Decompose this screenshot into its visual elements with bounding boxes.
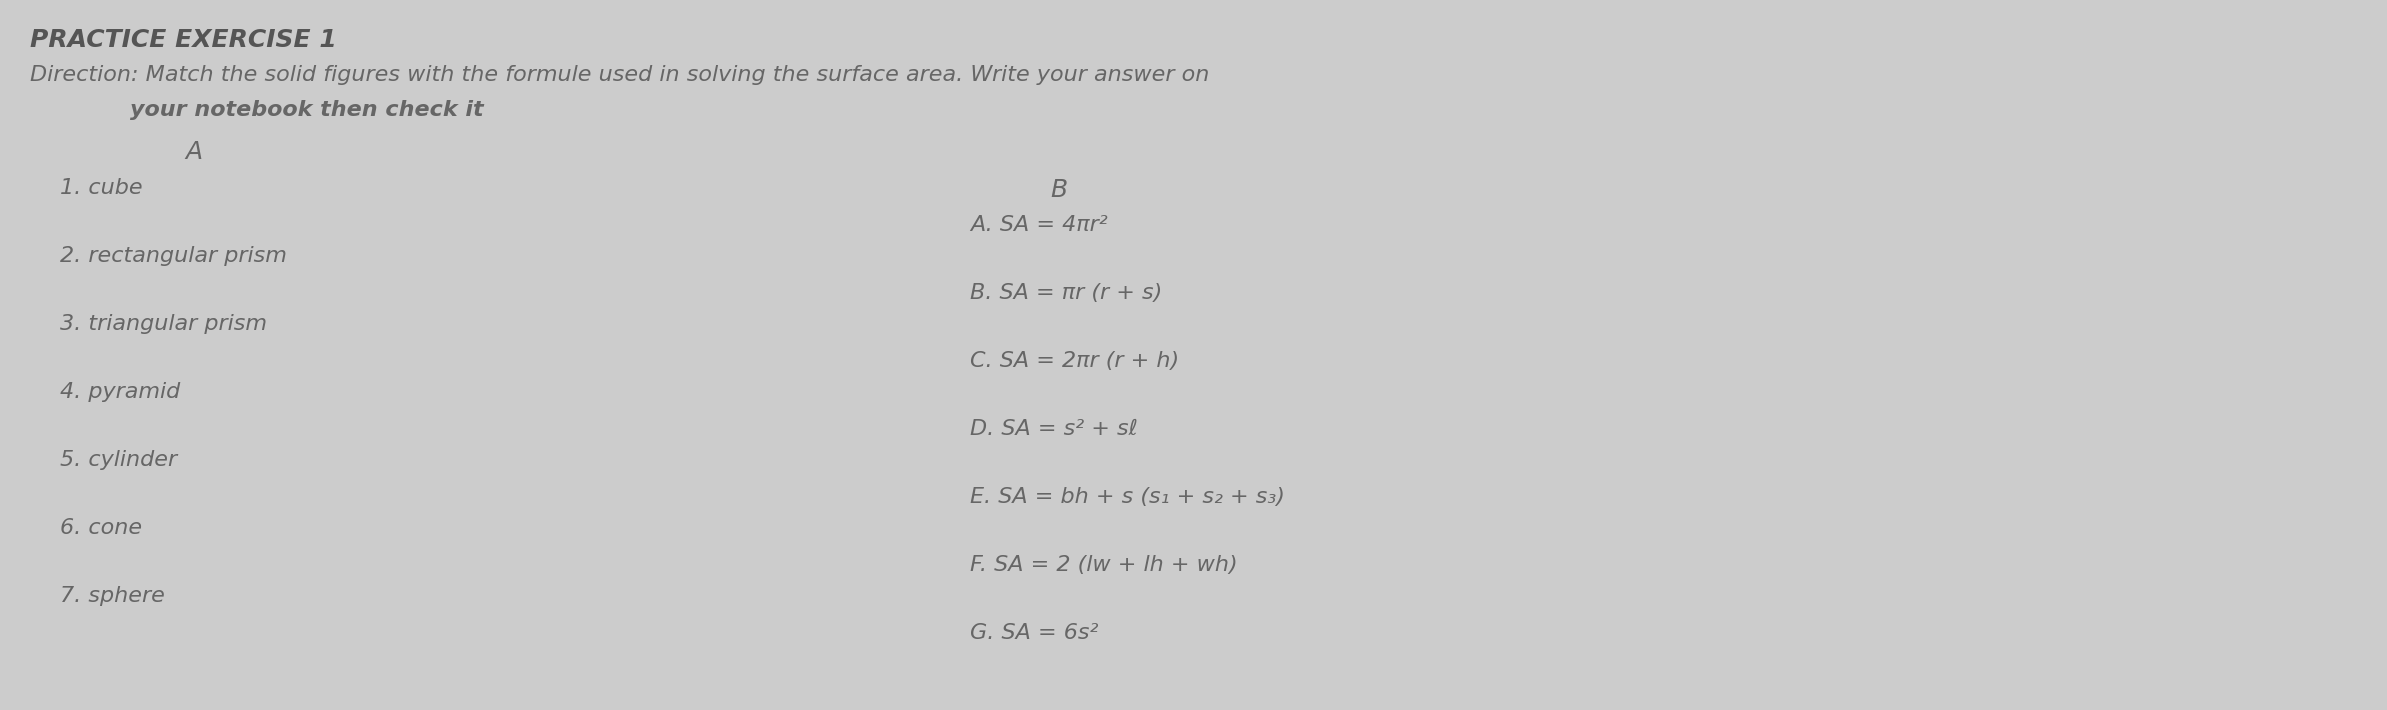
Text: 6. cone: 6. cone — [60, 518, 143, 538]
Text: PRACTICE EXERCISE 1: PRACTICE EXERCISE 1 — [31, 28, 337, 52]
Text: 5. cylinder: 5. cylinder — [60, 450, 177, 470]
Text: 1. cube: 1. cube — [60, 178, 143, 198]
Text: A: A — [186, 140, 203, 164]
Text: A. SA = 4πr²: A. SA = 4πr² — [969, 215, 1108, 235]
Text: E. SA = bh + s (s₁ + s₂ + s₃): E. SA = bh + s (s₁ + s₂ + s₃) — [969, 487, 1284, 507]
Text: C. SA = 2πr (r + h): C. SA = 2πr (r + h) — [969, 351, 1179, 371]
Text: Direction: Match the solid figures with the formule used in solving the surface : Direction: Match the solid figures with … — [31, 65, 1210, 85]
Text: B: B — [1050, 178, 1067, 202]
Text: G. SA = 6s²: G. SA = 6s² — [969, 623, 1098, 643]
Text: 2. rectangular prism: 2. rectangular prism — [60, 246, 286, 266]
Text: your notebook then check it: your notebook then check it — [129, 100, 485, 120]
Text: D. SA = s² + sℓ: D. SA = s² + sℓ — [969, 419, 1139, 439]
Text: 3. triangular prism: 3. triangular prism — [60, 314, 267, 334]
Text: 7. sphere: 7. sphere — [60, 586, 165, 606]
Text: B. SA = πr (r + s): B. SA = πr (r + s) — [969, 283, 1162, 303]
Text: F. SA = 2 (lw + lh + wh): F. SA = 2 (lw + lh + wh) — [969, 555, 1236, 575]
Text: 4. pyramid: 4. pyramid — [60, 382, 181, 402]
